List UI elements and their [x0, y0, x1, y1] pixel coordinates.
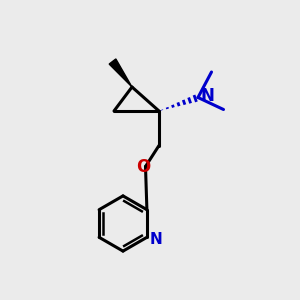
Text: O: O [136, 158, 151, 175]
Text: N: N [150, 232, 163, 247]
Text: N: N [200, 87, 214, 105]
Polygon shape [109, 59, 132, 87]
